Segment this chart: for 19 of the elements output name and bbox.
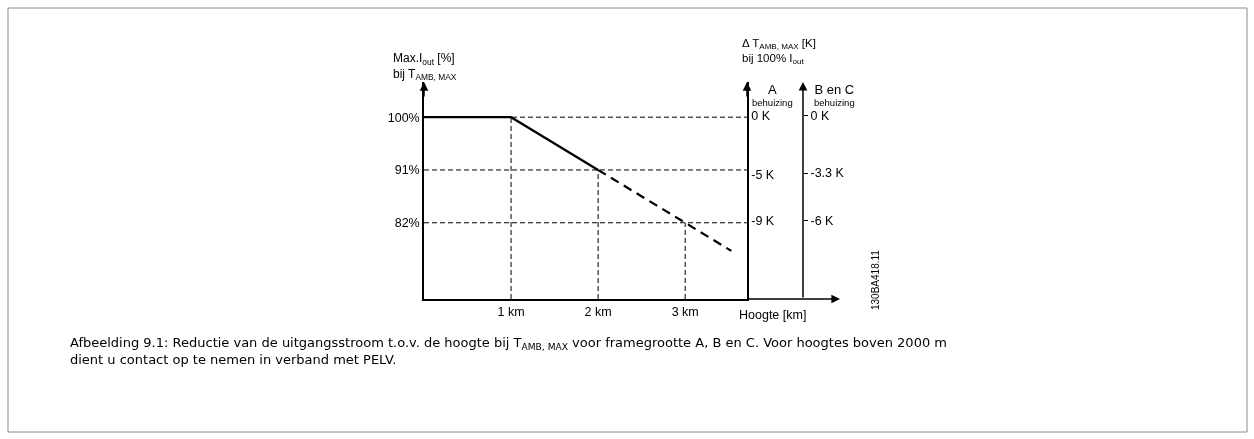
y2-tick-label: -9 K: [751, 214, 775, 229]
y3-tick-label: 0 K: [810, 108, 830, 123]
y2-tick-label: -5 K: [751, 167, 775, 182]
y2-axis-title: A behuizing: [752, 82, 793, 109]
y-tick-label: 82%: [394, 216, 420, 231]
text: Afbeelding 9.1: Reductie van de uitgangsstroom t.o.v. de hoogte bij T$_{AMB, MAX}$ voor framegrootte A, B en C. Voor hoogtes boven 2000 m dient u contact op te nemen in verband met PELV.: [70, 335, 947, 367]
text: Max.I$_{out}$ [%] bij T$_{AMB, MAX}$: [393, 51, 457, 83]
text: 130BA418.11: [870, 249, 881, 310]
y3-axis-title: B en C behuizing: [814, 82, 855, 109]
y-tick-label: 100%: [387, 110, 420, 125]
x-tick-label: 1 km: [497, 304, 525, 319]
y-tick-label: 91%: [394, 163, 420, 178]
x-axis-title: Hoogte [km]: [739, 308, 807, 322]
x-tick-label: 2 km: [584, 304, 612, 319]
y3-tick-label: -6 K: [810, 213, 835, 228]
y2-tick-label: 0 K: [751, 109, 771, 124]
text: Δ T$_{AMB, MAX}$ [K] bij 100% I$_{out}$: [742, 37, 816, 67]
y3-tick-label: -3.3 K: [810, 166, 845, 181]
x-tick-label: 3 km: [671, 304, 699, 319]
